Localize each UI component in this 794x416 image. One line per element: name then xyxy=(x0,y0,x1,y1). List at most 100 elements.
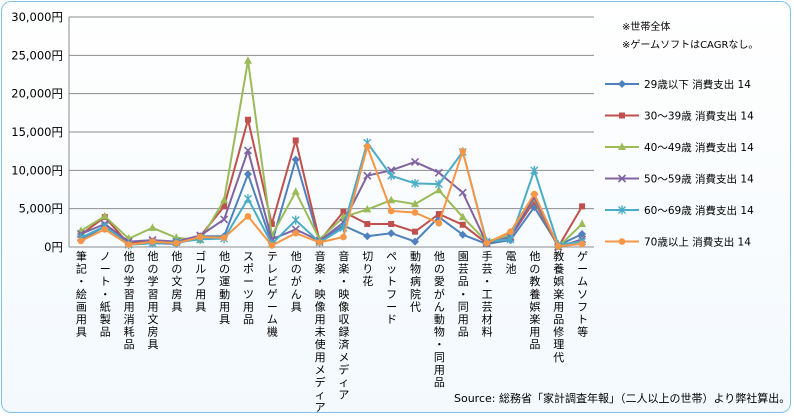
x-category-label: 他のがん具 xyxy=(291,250,302,313)
data-point-marker xyxy=(291,187,300,195)
data-point-marker xyxy=(220,234,228,242)
y-tick-label: 25,000円 xyxy=(11,48,63,62)
legend-item: 60～69歳 消費支出 14 xyxy=(605,204,754,217)
x-category-label: 音楽・映像収録済メディア xyxy=(338,249,349,402)
legend-label: 50～59歳 消費支出 14 xyxy=(644,173,754,186)
data-point-marker xyxy=(578,219,587,227)
data-point-marker xyxy=(340,233,347,241)
legend-label: 60～69歳 消費支出 14 xyxy=(644,204,754,217)
data-point-marker xyxy=(435,219,443,227)
legend-item: 30～39歳 消費支出 14 xyxy=(605,110,754,123)
data-point-marker xyxy=(578,240,586,248)
y-tick-label: 0円 xyxy=(44,240,63,254)
series-line xyxy=(80,59,583,248)
data-point-marker xyxy=(618,80,626,88)
data-point-marker xyxy=(244,213,252,220)
x-category-label: 園芸品・同用品 xyxy=(458,250,469,339)
data-point-marker xyxy=(77,237,85,245)
chart-series xyxy=(76,56,587,252)
x-category-label: 他の学習用消耗品 xyxy=(124,250,135,351)
series-line xyxy=(80,145,583,248)
note-cagr: ※ゲームソフトはCAGRなし。 xyxy=(622,39,758,51)
data-point-marker xyxy=(220,195,229,204)
data-point-marker xyxy=(507,228,514,235)
x-category-label: ペットフード xyxy=(386,250,397,326)
x-category-label: 他の学習用文房具 xyxy=(148,250,159,351)
series-6 xyxy=(77,143,586,250)
data-point-marker xyxy=(579,203,586,210)
x-category-label: 切り花 xyxy=(362,250,373,288)
legend-label: 30～39歳 消費支出 14 xyxy=(644,110,754,123)
x-category-label: 他の運動用具 xyxy=(219,250,230,326)
chart-legend: 29歳以下 消費支出 14 30～39歳 消費支出 14 40～49歳 消費支出 1… xyxy=(605,78,754,249)
data-point-marker xyxy=(483,239,490,247)
y-tick-label: 20,000円 xyxy=(11,87,63,101)
data-point-marker xyxy=(387,229,396,238)
data-point-marker xyxy=(291,215,300,225)
data-point-marker xyxy=(196,233,204,241)
data-point-marker xyxy=(364,221,371,227)
data-point-marker xyxy=(618,142,626,150)
x-category-label: スポーツ用品 xyxy=(243,250,254,326)
data-point-marker xyxy=(221,203,228,210)
note-household: ※世帯全体 xyxy=(622,20,670,33)
data-point-marker xyxy=(387,207,395,215)
x-category-label: テレビゲーム機 xyxy=(267,250,278,339)
data-point-marker xyxy=(125,241,132,248)
data-point-marker xyxy=(291,155,300,164)
y-tick-label: 10,000円 xyxy=(11,163,63,177)
x-category-label: ゲームソフト等 xyxy=(577,250,588,339)
data-point-marker xyxy=(243,170,252,179)
chart-gridlines xyxy=(68,16,594,248)
data-point-marker xyxy=(411,199,420,208)
data-point-marker xyxy=(619,112,625,119)
y-axis-ticks: 0円 5,000円 10,000円 15,000円 20,000円 25,000円 30,0… xyxy=(11,10,63,254)
data-point-marker xyxy=(578,229,587,238)
data-point-marker xyxy=(530,165,539,175)
data-point-marker xyxy=(268,242,276,249)
data-point-marker xyxy=(411,237,420,246)
data-point-marker xyxy=(458,230,467,239)
source-text: Source: 総務省「家計調査年報」（二人以上の世帯）より弊社算出。 xyxy=(454,391,790,405)
x-category-label: 音楽・映像用未使用メディア xyxy=(315,249,326,413)
data-point-marker xyxy=(243,56,252,64)
x-category-label: ゴルフ用具 xyxy=(195,249,206,313)
x-category-label: 教養娯楽用品修理代 xyxy=(553,250,564,364)
data-point-marker xyxy=(292,137,299,144)
data-point-marker xyxy=(363,232,372,241)
data-point-marker xyxy=(617,174,627,183)
data-point-marker xyxy=(316,239,323,246)
legend-label: 29歳以下 消費支出 14 xyxy=(644,78,751,91)
data-point-marker xyxy=(506,234,515,244)
data-point-marker xyxy=(459,221,466,228)
x-category-label: 動物病院代 xyxy=(410,249,421,313)
data-point-marker xyxy=(434,185,443,194)
x-category-label: 他の教養娯楽用品 xyxy=(529,250,540,351)
data-point-marker xyxy=(363,171,372,180)
data-point-marker xyxy=(292,229,300,237)
x-category-label: 電池 xyxy=(505,250,516,276)
data-point-marker xyxy=(148,223,157,231)
data-point-marker xyxy=(410,157,420,166)
data-point-marker xyxy=(618,205,626,215)
data-point-marker xyxy=(363,204,372,213)
x-category-label: 他の愛がん動物・同用品 xyxy=(434,250,445,389)
data-point-marker xyxy=(531,190,538,198)
data-point-marker xyxy=(618,238,626,245)
data-point-marker xyxy=(363,143,371,150)
data-point-marker xyxy=(268,221,275,227)
data-point-marker xyxy=(243,146,253,155)
data-point-marker xyxy=(101,226,109,233)
data-point-marker xyxy=(554,242,562,250)
data-point-marker xyxy=(434,179,443,189)
data-point-marker xyxy=(340,208,347,215)
x-category-label: 筆記・絵画用具 xyxy=(76,249,87,339)
data-point-marker xyxy=(149,238,156,245)
data-point-marker xyxy=(411,178,420,188)
y-tick-label: 15,000円 xyxy=(11,125,63,139)
data-point-marker xyxy=(244,116,251,123)
data-point-marker xyxy=(387,171,396,181)
legend-label: 70歳以上 消費支出 14 xyxy=(644,236,751,249)
